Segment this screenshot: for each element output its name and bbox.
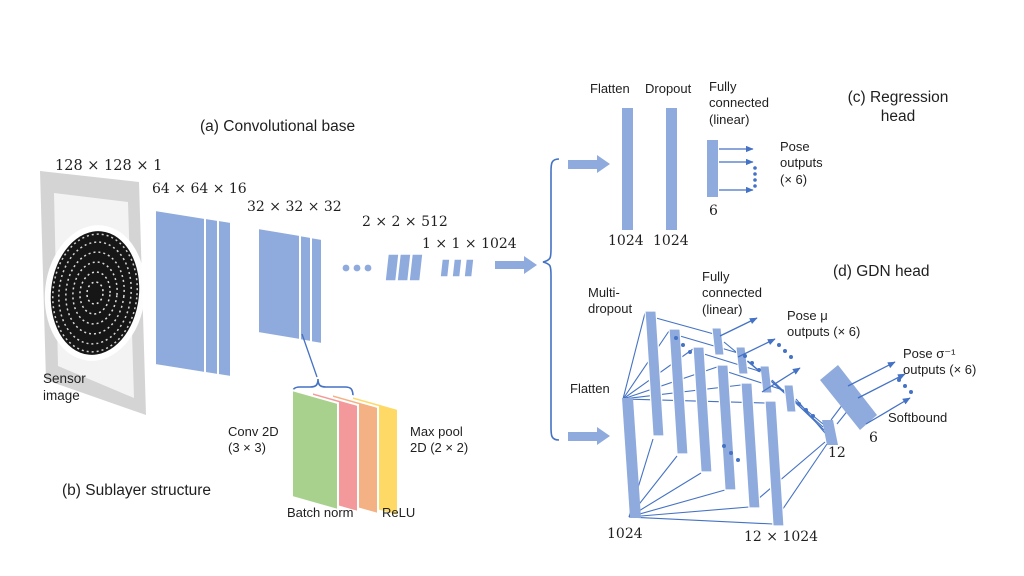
regression-output-ellipsis [753,166,757,188]
gdn-12-bar [822,420,838,445]
gdn-12-size: 12 [828,445,846,461]
arrow-into-regression-head [568,155,610,173]
sublayer-pointer-line [301,333,318,378]
gdn-flatten-bar [622,398,641,518]
regression-fc-bar [707,140,718,197]
sublayer-brace [291,378,354,398]
gdn-fc-bars [711,327,797,413]
split-brace [542,158,560,441]
regression-dropout-bar [666,108,677,230]
conv-base-title: (a) Convolutional base [200,118,356,135]
gdn-head-shapes [622,310,913,527]
pose-sigma-outputs-label: Pose σ⁻¹ outputs (× 6) [903,346,977,378]
sublayer-title: (b) Sublayer structure [62,482,212,499]
regression-head-title: (c) Regression head [847,89,949,126]
regression-fc-size: 6 [709,203,718,219]
gdn-head-title: (d) GDN head [833,263,930,280]
gdn-dropout-size: 12 × 1024 [744,529,819,545]
layer1-dim-label: 64 × 64 × 16 [152,181,247,197]
conv2d-panel [291,388,339,512]
batch-norm-label: Batch norm [287,505,354,520]
sensor-pattern [44,225,146,361]
arrow-base-to-heads [495,256,537,274]
gdn-6-size: 6 [869,430,878,446]
gdn-softbound-slab [820,365,877,430]
regression-dropout-size: 1024 [653,233,689,249]
conv-layer-64 [154,208,232,379]
softbound-label: Softbound [888,410,948,425]
regression-flatten-size: 1024 [608,233,644,249]
arrow-into-gdn-head [568,427,610,445]
max-pool-label: Max pool 2D (2 × 2) [410,424,469,456]
conv2d-label: Conv 2D (3 × 3) [228,424,279,456]
gdn-dropout-stack [644,310,785,527]
regression-fc-label: Fully connected (linear) [709,79,769,127]
regression-flatten-label: Flatten [590,81,630,96]
pose-mu-outputs-label: Pose μ outputs (× 6) [787,308,861,340]
sensor-caption: Sensor image [43,371,86,403]
regression-dropout-label: Dropout [645,81,692,96]
layer3-dim-label: 2 × 2 × 512 [362,214,448,230]
input-dim-label: 128 × 128 × 1 [55,158,163,174]
sensor-image [40,171,146,415]
regression-head-shapes [622,108,757,230]
gdn-flatten-label: Flatten [570,381,610,396]
gdn-flatten-size: 1024 [607,526,643,542]
conv-ellipsis-dots [342,264,372,272]
gdn-ellipsis-dots [674,336,913,462]
pose-outputs-label: Pose outputs (× 6) [780,139,823,187]
conv-layer-32 [257,226,323,346]
layer2-dim-label: 32 × 32 × 32 [247,199,342,215]
regression-flatten-bar [622,108,633,230]
sublayer-panels [291,388,399,518]
multi-dropout-label: Multi-dropout [588,285,633,317]
conv-layer-1024 [439,258,475,278]
gdn-fc-label: Fully connected (linear) [702,269,762,317]
relu-label: ReLU [382,505,416,520]
layer4-dim-label: 1 × 1 × 1024 [422,236,517,252]
conv-layer-512 [384,253,424,282]
